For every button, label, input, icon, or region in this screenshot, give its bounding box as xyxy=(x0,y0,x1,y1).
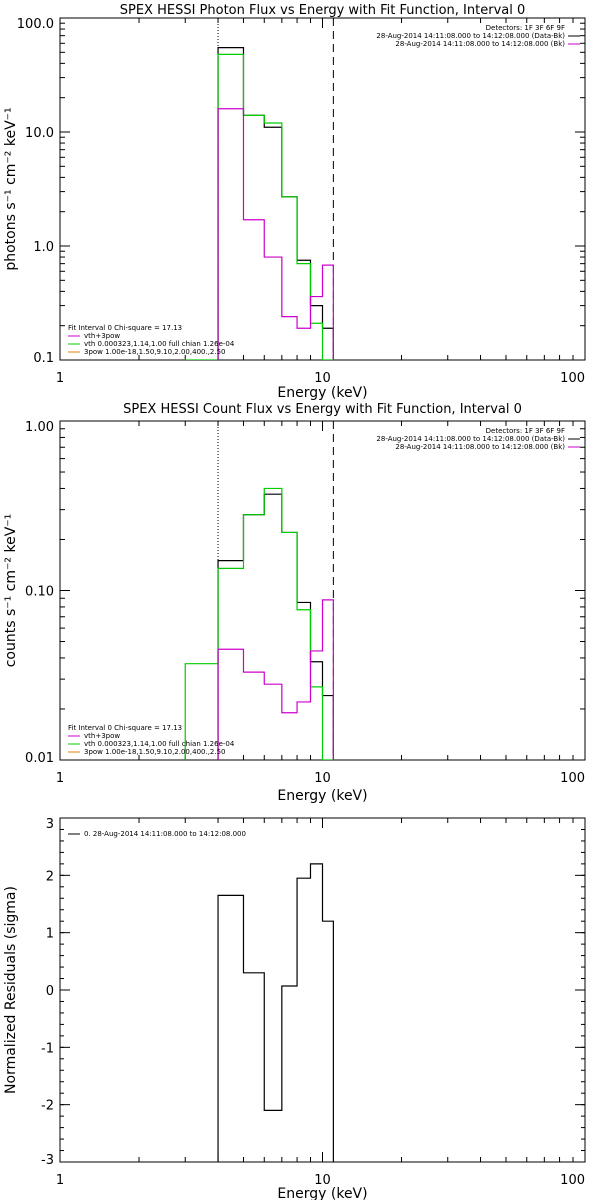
x-tick-label: 100 xyxy=(560,1173,585,1188)
x-axis-label: Energy (keV) xyxy=(277,1186,367,1200)
series-vth-3pow xyxy=(184,53,334,360)
chart-title: SPEX HESSI Photon Flux vs Energy with Fi… xyxy=(120,3,526,18)
y-tick-label: 2 xyxy=(46,869,54,884)
legend-entry: 28-Aug-2014 14:11:08.000 to 14:12:08.000… xyxy=(395,443,565,451)
chart-title: SPEX HESSI Count Flux vs Energy with Fit… xyxy=(123,402,522,417)
y-tick-label: 1.00 xyxy=(25,420,54,435)
legend-title: Fit Interval 0 Chi-square = 17.13 xyxy=(68,324,182,332)
legend-title: Fit Interval 0 Chi-square = 17.13 xyxy=(68,724,182,732)
x-tick-label: 10 xyxy=(314,771,331,786)
y-tick-label: 1 xyxy=(46,927,54,942)
legend-entry: vth 0.000323,1.14,1.00 full chian 1.26e-… xyxy=(84,340,235,348)
x-tick-label: 1 xyxy=(56,771,64,786)
legend-entry: 3pow 1.00e-18,1.50,9.10,2.00,400.,2.50 xyxy=(84,748,226,756)
x-tick-label: 10 xyxy=(314,1173,331,1188)
series-residuals xyxy=(217,863,334,1162)
y-tick-label: 0.1 xyxy=(33,351,54,366)
series-group xyxy=(184,487,334,760)
series-vth-3pow xyxy=(184,487,334,760)
y-tick-label: 1.0 xyxy=(33,240,54,255)
y-axis-label: counts s⁻¹ cm⁻² keV⁻¹ xyxy=(3,514,19,668)
legend-entry: vth+3pow xyxy=(84,332,120,340)
x-tick-label: 100 xyxy=(560,371,585,386)
legend-entry: 28-Aug-2014 14:11:08.000 to 14:12:08.000… xyxy=(376,435,565,443)
x-tick-label: 10 xyxy=(314,371,331,386)
x-tick-label: 1 xyxy=(56,371,64,386)
legend-entry: 28-Aug-2014 14:11:08.000 to 14:12:08.000… xyxy=(395,40,565,48)
y-tick-label: -2 xyxy=(41,1099,54,1114)
y-axis-label: photons s⁻¹ cm⁻² keV⁻¹ xyxy=(3,107,19,270)
y-tick-label: 100.0 xyxy=(17,17,54,32)
legend-entry: 3pow 1.00e-18,1.50,9.10,2.00,400.,2.50 xyxy=(84,348,226,356)
y-tick-label: 0 xyxy=(46,984,54,999)
series-group xyxy=(184,47,334,360)
x-tick-label: 100 xyxy=(560,771,585,786)
y-tick-label: 3 xyxy=(46,817,54,832)
y-axis-label: Normalized Residuals (sigma) xyxy=(3,886,19,1094)
detectors-label: Detectors: 1F 3F 6F 9F xyxy=(486,24,565,32)
legend-entry: 28-Aug-2014 14:11:08.000 to 14:12:08.000… xyxy=(376,32,565,40)
series-data-bk xyxy=(217,493,334,760)
panel-photon: SPEX HESSI Photon Flux vs Energy with Fi… xyxy=(3,3,586,401)
y-tick-label: -3 xyxy=(41,1153,54,1168)
x-axis-label: Energy (keV) xyxy=(277,385,367,401)
y-tick-label: 0.01 xyxy=(25,751,54,766)
series-bk xyxy=(217,108,334,360)
legend-entry: 0. 28-Aug-2014 14:11:08.000 to 14:12:08.… xyxy=(84,830,246,838)
panel-residuals: 1 10 100 -3 -2 -1 0 1 2 3 Energy (keV) Normalized R… xyxy=(3,817,586,1200)
y-tick-label: 10.0 xyxy=(25,126,54,141)
detectors-label: Detectors: 1F 3F 6F 9F xyxy=(486,427,565,435)
x-tick-label: 1 xyxy=(56,1173,64,1188)
x-axis-label: Energy (keV) xyxy=(277,788,367,804)
legend-entry: vth 0.000323,1.14,1.00 full chian 1.26e-… xyxy=(84,740,235,748)
y-tick-label: -1 xyxy=(41,1041,54,1056)
panel-count: SPEX HESSI Count Flux vs Energy with Fit… xyxy=(3,402,586,804)
series-bk xyxy=(217,599,334,760)
series-data-bk xyxy=(217,47,334,360)
series-group xyxy=(217,863,334,1162)
y-tick-label: 0.10 xyxy=(25,585,54,600)
legend-entry: vth+3pow xyxy=(84,732,120,740)
